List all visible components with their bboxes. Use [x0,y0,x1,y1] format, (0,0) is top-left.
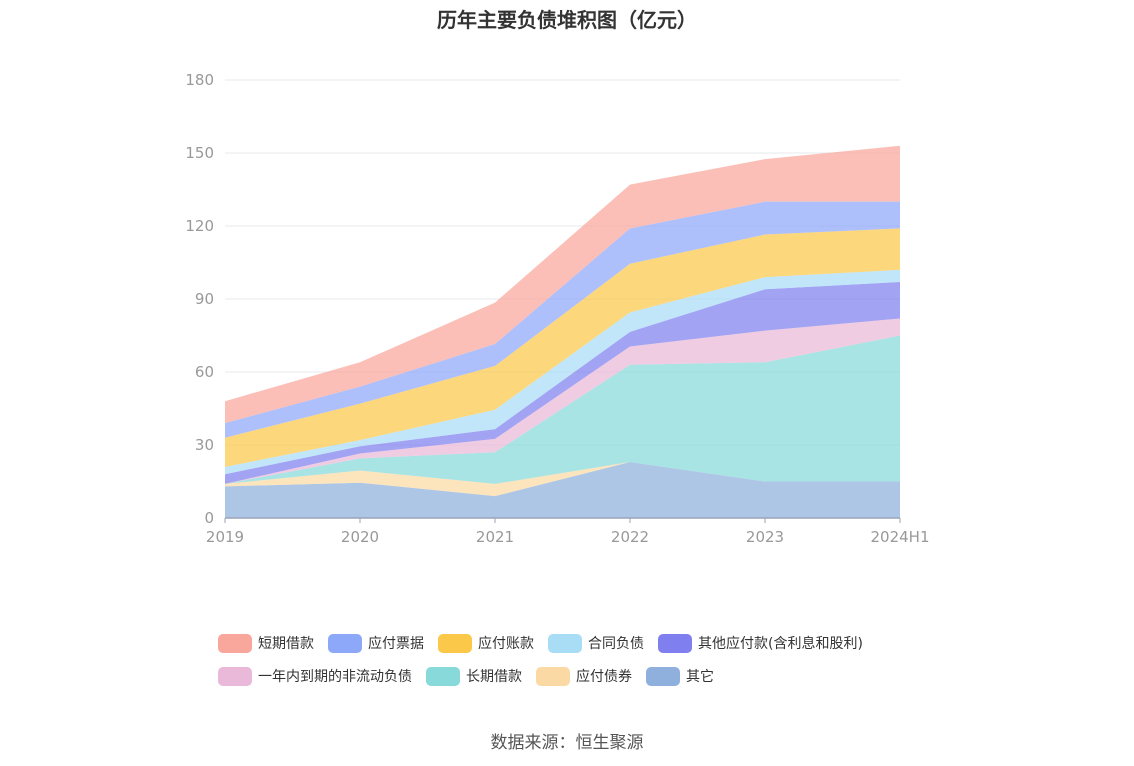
area-series-2 [225,335,900,484]
y-tick-label: 30 [195,436,214,454]
legend-item[interactable]: 短期借款 [218,633,314,653]
legend-item[interactable]: 其他应付款(含利息和股利) [658,633,863,653]
legend-label: 其他应付款(含利息和股利) [698,636,863,652]
x-tick-label: 2024H1 [871,528,930,546]
legend-swatch [218,633,252,653]
legend-row-1: 短期借款 应付票据 应付账款 合同负债 其他应付款(含利息和股利) [218,630,938,656]
legend-label: 一年内到期的非流动负债 [258,669,412,685]
legend-label: 其它 [686,669,714,685]
y-tick-label: 0 [204,509,214,527]
y-tick-label: 180 [185,71,214,89]
area-layer [225,145,900,518]
y-tick-label: 120 [185,217,214,235]
area-series-5 [225,269,900,475]
legend-swatch [646,666,680,686]
legend-item[interactable]: 应付债券 [536,666,632,686]
legend-swatch [548,633,582,653]
legend-label: 应付账款 [478,636,534,652]
legend-label: 应付债券 [576,669,632,685]
legend-label: 短期借款 [258,636,314,652]
legend-swatch [328,633,362,653]
x-tick-label: 2019 [206,528,244,546]
legend-item[interactable]: 其它 [646,666,714,686]
y-tick-label: 90 [195,290,214,308]
legend-label: 长期借款 [466,669,522,685]
area-series-1 [225,462,900,497]
legend-swatch [218,666,252,686]
chart-title: 历年主要负债堆积图（亿元） [437,8,697,32]
area-series-0 [225,462,900,518]
legend-item[interactable]: 一年内到期的非流动负债 [218,666,412,686]
legend-item[interactable]: 应付账款 [438,633,534,653]
legend-row-2: 一年内到期的非流动负债 长期借款 应付债券 其它 [218,663,938,689]
x-tick-label: 2022 [611,528,649,546]
axis-layer: 0 30 60 90 120 150 180 2019 2020 2021 2022 2023 2024… [185,71,929,546]
area-series-8 [225,145,900,424]
source-note: 数据来源：恒生聚源 [490,733,644,753]
stacked-area-chart: 0 30 60 90 120 150 180 2019 2020 2021 2022 2023 2024… [185,71,929,546]
legend-item[interactable]: 应付票据 [328,633,424,653]
area-series-3 [225,318,900,484]
area-series-6 [225,228,900,467]
y-tick-label: 60 [195,363,214,381]
legend-label: 应付票据 [368,636,424,652]
legend-item[interactable]: 合同负债 [548,633,644,653]
area-series-7 [225,201,900,438]
x-tick-label: 2020 [341,528,379,546]
legend-label: 合同负债 [588,636,644,652]
x-tick-label: 2023 [746,528,784,546]
legend: 短期借款 应付票据 应付账款 合同负债 其他应付款(含利息和股利) 一年内到期的非流动负… [218,630,938,696]
x-tick-label: 2021 [476,528,514,546]
legend-swatch [438,633,472,653]
area-series-4 [225,281,900,484]
legend-item[interactable]: 长期借款 [426,666,522,686]
legend-swatch [426,666,460,686]
legend-swatch [658,633,692,653]
legend-swatch [536,666,570,686]
y-tick-label: 150 [185,144,214,162]
